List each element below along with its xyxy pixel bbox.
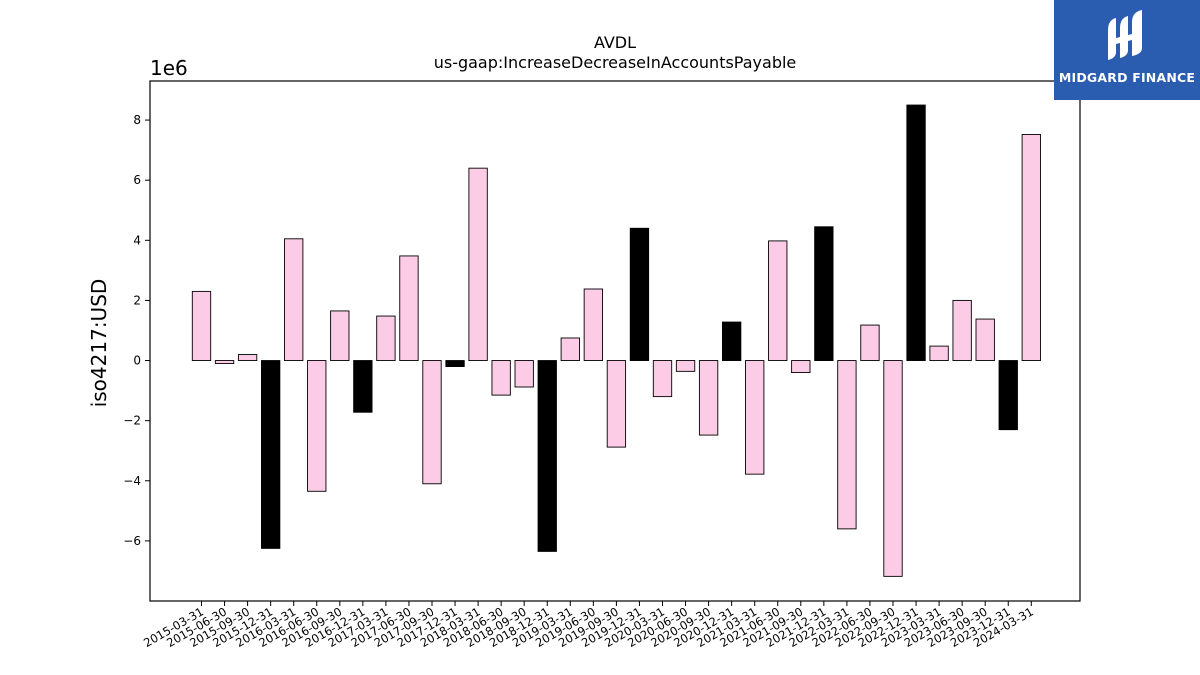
y-tick-label: −4 — [123, 474, 141, 488]
bar — [698, 360, 719, 436]
bar — [1021, 134, 1041, 361]
bar — [191, 290, 212, 361]
bar — [284, 238, 304, 361]
bar — [814, 226, 834, 361]
bar — [583, 288, 604, 361]
bar — [330, 310, 350, 361]
bar — [376, 315, 396, 361]
brand-name: MIDGARD FINANCE — [1058, 70, 1196, 85]
bar — [629, 227, 650, 361]
bar — [606, 360, 627, 448]
y-tick-label: 0 — [133, 354, 141, 368]
bar — [237, 354, 258, 361]
bar — [422, 360, 442, 485]
bar — [537, 360, 557, 552]
bar — [745, 360, 765, 475]
plot-frame — [149, 80, 1081, 602]
bar — [214, 360, 235, 365]
y-tick-label: −2 — [123, 414, 141, 428]
bar — [952, 299, 972, 361]
bar — [399, 255, 419, 361]
y-tick-label: 4 — [133, 233, 141, 247]
y-tick-label: 6 — [133, 173, 141, 187]
y-offset-label: 1e6 — [150, 56, 188, 80]
chart-title: AVDL — [594, 33, 636, 52]
midgard-logo-icon — [1108, 10, 1142, 60]
bar — [261, 360, 281, 549]
y-tick-label: 8 — [133, 113, 141, 127]
bars-group — [191, 104, 1041, 577]
bar — [353, 360, 373, 413]
bar — [837, 360, 857, 530]
bar — [722, 321, 742, 361]
bar — [560, 337, 580, 361]
bar — [445, 360, 465, 368]
bar — [652, 360, 673, 398]
bar — [906, 104, 926, 361]
bar — [929, 345, 949, 361]
bar — [860, 324, 880, 361]
bar — [883, 360, 903, 577]
bar — [468, 167, 488, 361]
y-tick-label: 2 — [133, 293, 141, 307]
bar — [514, 360, 534, 388]
y-axis-label: iso4217:USD — [87, 279, 111, 408]
bar — [307, 360, 327, 492]
y-tick-label: −6 — [123, 534, 141, 548]
bar — [768, 240, 788, 361]
brand-logo: MIDGARD FINANCE — [1054, 0, 1200, 100]
y-axis-ticks: −6 −4 −2 0 2 4 6 8 — [123, 113, 150, 548]
bar — [791, 360, 811, 374]
bar — [998, 360, 1018, 431]
chart-subtitle: us-gaap:IncreaseDecreaseInAccountsPayabl… — [434, 53, 797, 72]
bar — [975, 318, 995, 361]
x-axis-ticks: 2015-03-312015-06-302015-09-302015-12-31… — [141, 601, 1036, 650]
bar — [491, 360, 511, 396]
bar — [675, 360, 696, 372]
